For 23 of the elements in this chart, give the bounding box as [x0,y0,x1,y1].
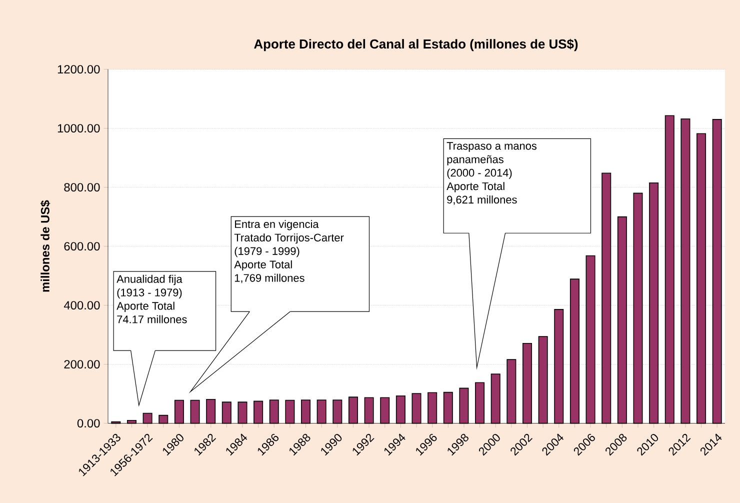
annotation: Aporte Total [446,182,504,192]
y-axis-title: millones de US$ [40,200,50,292]
annotation: 1,769 millones [234,274,304,284]
annotation: Anualidad fija [116,274,182,286]
y-tick-label: 1200.00 [58,65,100,74]
y-tick-label: 1000.00 [58,124,100,133]
y-tick-label: 800.00 [64,183,100,192]
y-tick-label: 600.00 [64,242,100,251]
annotation: Aporte Total [234,260,292,271]
annotation: 74.17 millones [117,315,187,324]
annotation: Traspaso a manos [446,142,537,152]
annotation: (1913 - 1979) [117,288,182,299]
annotation: Entra en vigencia [235,220,319,230]
y-tick-label: 400.00 [64,301,100,310]
annotation: (2000 - 2014) [447,168,512,179]
y-tick-label: 0.00 [77,419,100,428]
annotation: Tratado Torrijos-Carter [234,233,344,244]
annotation: panameñas [447,155,504,166]
annotation: (1979 - 1999) [234,246,300,258]
y-tick-label: 200.00 [64,360,100,369]
chart-title: Aporte Directo del Canal al Estado (millones de US$) [254,38,578,52]
annotation: 9,621 millones [447,196,517,205]
annotation: Aporte Total [116,302,174,312]
